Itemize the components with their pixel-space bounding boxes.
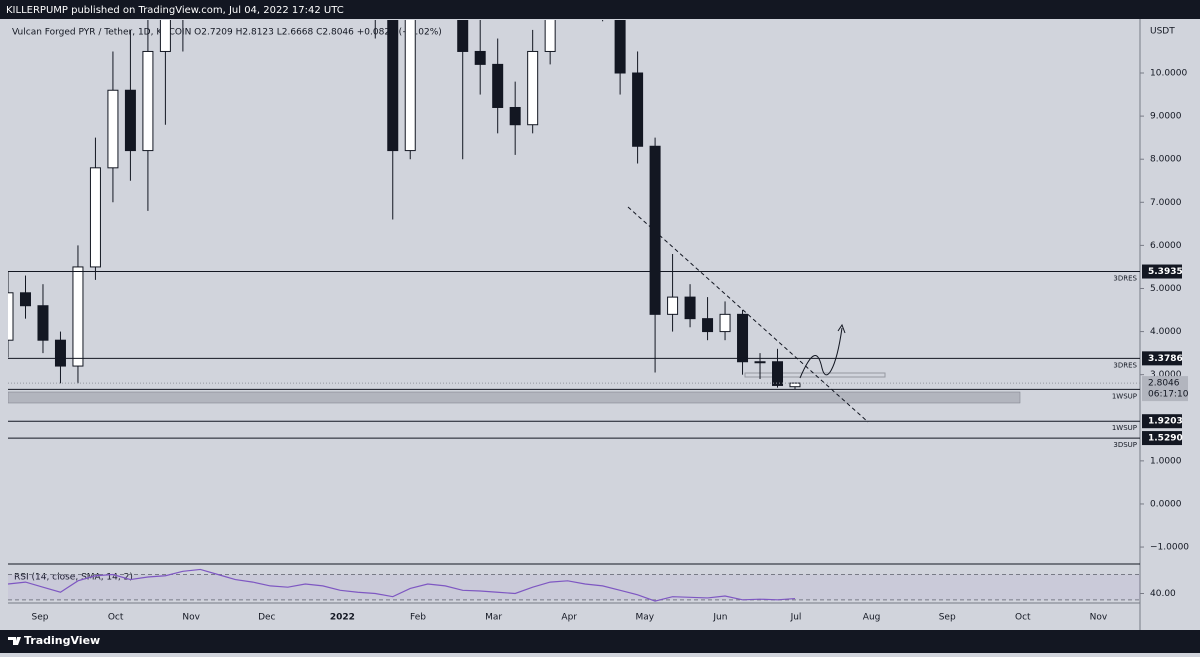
y-tick-label: 10.0000 <box>1150 69 1187 79</box>
candle-body <box>37 305 49 341</box>
level-label: 3.3786 <box>1148 354 1183 364</box>
x-tick-label: May <box>635 613 654 623</box>
level-label: 5.3935 <box>1148 267 1183 277</box>
x-tick-label: Oct <box>108 613 124 623</box>
candle-body <box>124 89 136 152</box>
candle-body <box>107 89 119 169</box>
symbol: Vulcan Forged PYR / Tether, 1D, KUCOIN O… <box>12 28 442 38</box>
candle-body <box>614 20 626 74</box>
y-tick-label: −1.0000 <box>1150 543 1189 553</box>
x-tick-label: Sep <box>32 613 49 623</box>
arrow-head <box>837 323 846 334</box>
level-label-box <box>1142 264 1182 279</box>
level-tag: 1WSUP <box>1112 424 1137 432</box>
rsi-title: RSI (14, close, SMA, 14, 2) <box>14 573 133 583</box>
y-tick-label: 0.0000 <box>1150 499 1182 509</box>
y-tick-label: 7.0000 <box>1150 198 1182 208</box>
candle-body <box>142 50 154 152</box>
level-label-box <box>1142 351 1182 366</box>
y-tick-label: 5.0000 <box>1150 284 1182 294</box>
candle-body <box>387 20 399 152</box>
x-tick-label: Dec <box>258 613 275 623</box>
level-tag: 3DSUP <box>1113 441 1137 449</box>
candle-body <box>492 63 504 108</box>
rsi-band-fill <box>8 574 1140 600</box>
brand: TradingView <box>24 634 100 647</box>
y-tick-label: 6.0000 <box>1150 241 1182 251</box>
rsi-tick-label: 40.00 <box>1150 589 1176 599</box>
y-tick-label: 8.0000 <box>1150 155 1182 165</box>
candle-body <box>19 292 31 307</box>
candle-body <box>772 361 784 386</box>
candle-body <box>667 296 679 315</box>
candle-body <box>474 50 486 65</box>
x-tick-label: Apr <box>561 613 577 623</box>
level-label-box <box>1142 414 1182 429</box>
level-tag: 3DRES <box>1113 275 1137 283</box>
candle-body <box>72 266 84 367</box>
last-price-label: 2.8046 <box>1148 379 1180 389</box>
candle-body <box>684 296 696 320</box>
top-bar <box>0 0 1200 19</box>
level-label-box <box>1142 431 1182 446</box>
x-tick-label: Mar <box>485 613 502 623</box>
y-tick-label: 4.0000 <box>1150 327 1182 337</box>
x-tick-label: Aug <box>863 613 881 623</box>
candle-body <box>509 106 521 126</box>
x-tick-label: Sep <box>939 613 956 623</box>
x-tick-label: 2022 <box>330 613 355 623</box>
candle-body <box>702 318 714 333</box>
candle-body <box>159 20 171 52</box>
candle-body <box>789 382 801 388</box>
x-tick-label: Nov <box>1090 613 1108 623</box>
candle-body <box>737 313 749 363</box>
candle-body <box>719 313 731 333</box>
countdown: 06:17:10 <box>1148 390 1189 400</box>
candle-body <box>632 72 644 147</box>
x-tick-label: Feb <box>410 613 426 623</box>
x-tick-label: Jun <box>712 613 727 623</box>
logo <box>8 637 21 645</box>
y-tick-label: 9.0000 <box>1150 112 1182 122</box>
publisher: KILLERPUMP published on TradingView.com,… <box>6 5 344 16</box>
support-zone <box>8 391 1021 404</box>
candle-body <box>527 50 539 126</box>
candle-body <box>54 339 66 367</box>
level-label: 1.9203 <box>1148 417 1183 427</box>
last-price-box <box>1142 376 1188 402</box>
candle-body <box>544 20 556 52</box>
level-label: 1.5290 <box>1148 434 1183 444</box>
consolidation-box <box>744 372 886 378</box>
candle-body <box>89 167 101 268</box>
rsi-line <box>7 568 796 602</box>
level-tag: 1WSUP <box>1112 392 1137 400</box>
candle-body <box>649 145 661 315</box>
candle-body <box>754 361 766 364</box>
y-tick-label: 3.0000 <box>1150 370 1182 380</box>
candle-body <box>404 20 416 152</box>
candle-body <box>457 20 469 52</box>
x-tick-label: Jul <box>790 613 802 623</box>
x-tick-label: Nov <box>182 613 200 623</box>
projection-arrow <box>799 327 843 379</box>
candle-body <box>8 292 14 341</box>
x-tick-label: Oct <box>1015 613 1031 623</box>
currency: USDT <box>1150 27 1175 37</box>
level-tag: 3DRES <box>1113 361 1137 369</box>
bottom-bar <box>0 630 1200 653</box>
y-tick-label: 1.0000 <box>1150 456 1182 466</box>
